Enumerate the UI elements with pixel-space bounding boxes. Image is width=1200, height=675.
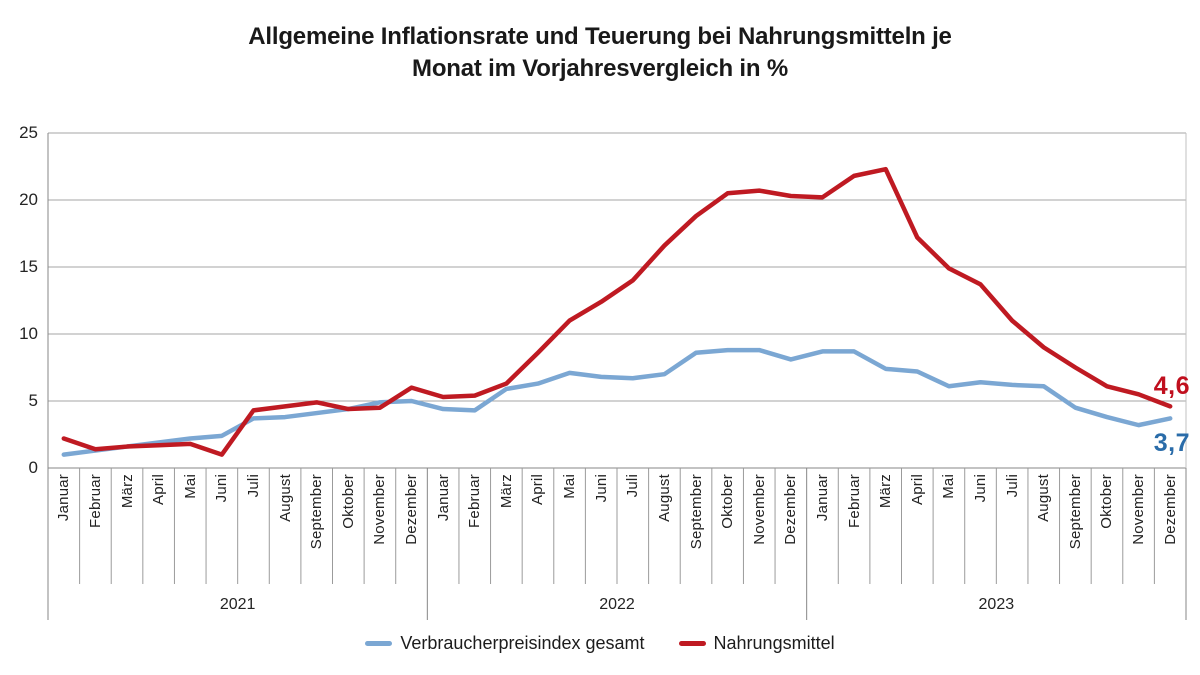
- y-tick-label-5: 5: [28, 391, 38, 410]
- series-line-vpi: [61, 347, 1173, 457]
- legend-swatch-vpi: [365, 641, 393, 646]
- legend-item-nahrungsmittel: Nahrungsmittel: [678, 633, 835, 654]
- x-tick-label: Dezember: [1161, 474, 1179, 545]
- x-tick-label: August: [655, 474, 673, 522]
- x-tick-label: Oktober: [719, 474, 737, 529]
- x-tick-label: März: [877, 474, 895, 509]
- x-tick-label: Dezember: [782, 474, 800, 545]
- x-tick-label: Januar: [813, 474, 831, 522]
- x-tick-label: März: [497, 474, 515, 509]
- x-tick-label: November: [750, 474, 768, 545]
- x-tick-label: Januar: [434, 474, 452, 522]
- x-tick-label: Februar: [845, 474, 863, 528]
- y-tick-label-10: 10: [19, 324, 38, 343]
- x-tick-label: September: [687, 474, 705, 550]
- x-tick-label: September: [1066, 474, 1084, 550]
- year-label-2021: 2021: [219, 596, 256, 613]
- x-tick-label: Juli: [1003, 474, 1021, 498]
- legend-label-nahrungsmittel: Nahrungsmittel: [713, 633, 835, 653]
- chart-title-line2: Monat im Vorjahresvergleich in %: [412, 55, 788, 82]
- x-tick-label: März: [118, 474, 136, 509]
- x-tick-label: August: [276, 474, 294, 522]
- legend-item-vpi: Verbraucherpreisindex gesamt: [365, 633, 645, 654]
- legend: Verbraucherpreisindex gesamt Nahrungsmit…: [0, 633, 1200, 654]
- x-tick-label: Juni: [213, 474, 231, 503]
- y-tick-label-15: 15: [19, 257, 38, 276]
- x-tick-label: Juni: [592, 474, 610, 503]
- x-tick-label: August: [1035, 474, 1053, 522]
- x-tick-label: Oktober: [1098, 474, 1116, 529]
- x-tick-label: Juli: [624, 474, 642, 498]
- x-tick-label: November: [1130, 474, 1148, 545]
- x-tick-label: Januar: [55, 474, 73, 522]
- x-tick-label: November: [371, 474, 389, 545]
- x-tick-label: Februar: [466, 474, 484, 528]
- x-tick-label: Juli: [244, 474, 262, 498]
- x-tick-label: Mai: [181, 474, 199, 499]
- x-tick-label: Mai: [940, 474, 958, 499]
- x-tick-label: Juni: [972, 474, 990, 503]
- year-label-2022: 2022: [599, 596, 635, 613]
- y-tick-label-0: 0: [28, 458, 38, 477]
- value-label-nahrungsmittel: 4,6: [1153, 372, 1190, 400]
- x-tick-label: September: [308, 474, 326, 550]
- chart-title-line1: Allgemeine Inflationsrate und Teuerung b…: [248, 23, 952, 50]
- x-tick-label: April: [908, 474, 926, 506]
- x-tick-label: April: [529, 474, 547, 506]
- x-tick-label: April: [150, 474, 168, 506]
- legend-label-vpi: Verbraucherpreisindex gesamt: [400, 633, 645, 653]
- year-label-2023: 2023: [978, 596, 1015, 613]
- y-tick-label-20: 20: [19, 190, 38, 209]
- legend-swatch-nahrungsmittel: [678, 641, 706, 646]
- chart-title: Allgemeine Inflationsrate und Teuerung b…: [0, 21, 1200, 85]
- x-tick-label: Dezember: [403, 474, 421, 545]
- series-line-nahrungsmittel: [61, 166, 1173, 457]
- x-tick-label: Februar: [86, 474, 104, 528]
- x-tick-label: Oktober: [339, 474, 357, 529]
- y-tick-label-25: 25: [19, 123, 38, 142]
- x-tick-label: Mai: [561, 474, 579, 499]
- value-label-vpi: 3,7: [1153, 429, 1190, 457]
